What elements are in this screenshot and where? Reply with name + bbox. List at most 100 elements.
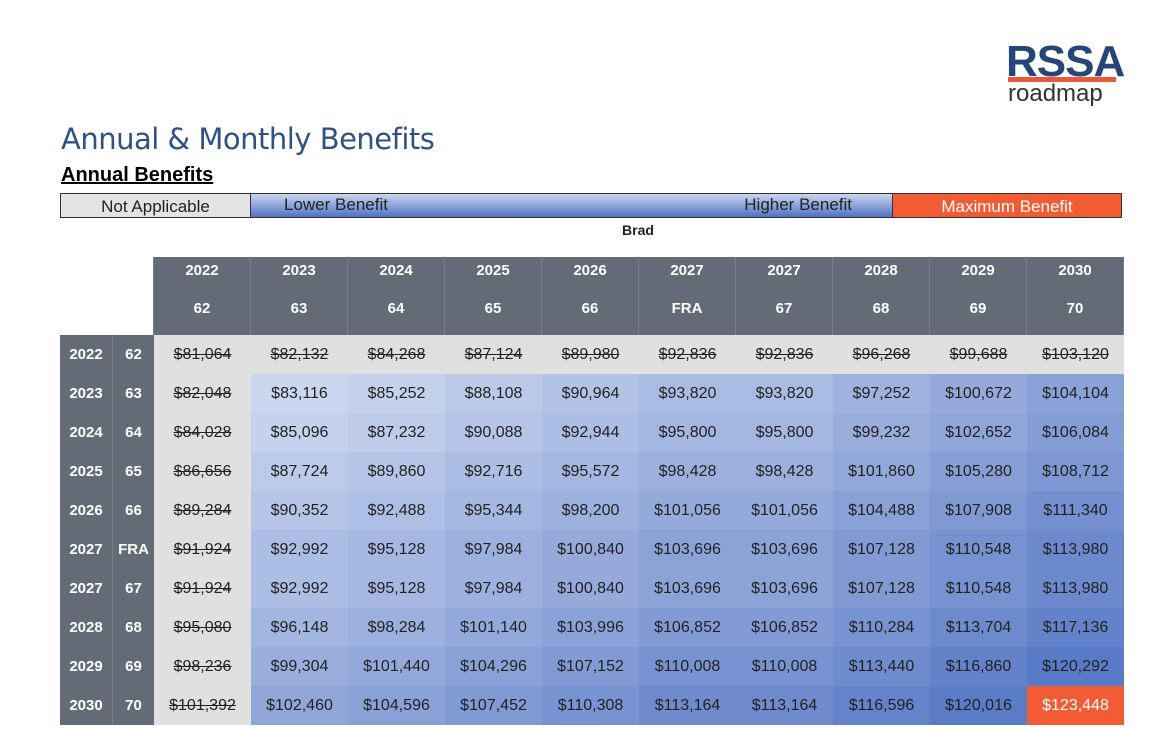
benefit-cell: $100,840: [542, 530, 639, 569]
benefit-cell: $106,084: [1027, 413, 1124, 452]
table-row: 2029 69 $98,236 $99,304 $101,440 $104,296 $107…: [60, 647, 1124, 686]
row-year-header: 2025: [60, 452, 112, 491]
benefit-cell: $110,548: [930, 569, 1027, 608]
benefit-cell: $102,652: [930, 413, 1027, 452]
row-age-header: 69: [112, 647, 154, 686]
benefit-cell: $123,448: [1027, 686, 1124, 725]
benefit-cell: $99,688: [930, 335, 1027, 374]
benefit-cell: $103,696: [736, 530, 833, 569]
column-age-header: 65: [445, 281, 542, 335]
column-age-header: 69: [930, 281, 1027, 335]
table-row: 2024 64 $84,028 $85,096 $87,232 $90,088 $92,94…: [60, 413, 1124, 452]
benefit-cell: $104,296: [445, 647, 542, 686]
benefit-cell: $103,696: [736, 569, 833, 608]
column-age-header: 70: [1027, 281, 1124, 335]
benefit-cell: $98,428: [736, 452, 833, 491]
logo-underline: [1008, 77, 1116, 82]
benefit-cell: $98,236: [154, 647, 251, 686]
table-row: 2027 67 $91,924 $92,992 $95,128 $97,984 $100,8…: [60, 569, 1124, 608]
benefit-cell: $90,352: [251, 491, 348, 530]
column-age-header: 63: [251, 281, 348, 335]
benefit-cell: $92,944: [542, 413, 639, 452]
table-row: 2026 66 $89,284 $90,352 $92,488 $95,344 $98,20…: [60, 491, 1124, 530]
benefit-cell: $95,344: [445, 491, 542, 530]
row-year-header: 2026: [60, 491, 112, 530]
column-year-header: 2028: [833, 257, 930, 281]
header-spacer: [60, 257, 154, 281]
column-age-header: 62: [154, 281, 251, 335]
benefit-cell: $95,800: [736, 413, 833, 452]
table-row: 2023 63 $82,048 $83,116 $85,252 $88,108 $90,96…: [60, 374, 1124, 413]
row-age-header: 68: [112, 608, 154, 647]
column-year-header: 2029: [930, 257, 1027, 281]
benefit-cell: $103,120: [1027, 335, 1124, 374]
column-year-header: 2022: [154, 257, 251, 281]
page-title: Annual & Monthly Benefits: [61, 122, 435, 156]
benefit-cell: $110,008: [736, 647, 833, 686]
benefit-cell: $101,860: [833, 452, 930, 491]
benefit-cell: $110,548: [930, 530, 1027, 569]
table-row: 2022 62 $81,064 $82,132 $84,268 $87,124 $89,98…: [60, 335, 1124, 374]
legend: Not Applicable Lower Benefit Higher Bene…: [60, 193, 1122, 218]
row-year-header: 2028: [60, 608, 112, 647]
benefit-cell: $108,712: [1027, 452, 1124, 491]
row-age-header: 70: [112, 686, 154, 725]
benefit-cell: $106,852: [639, 608, 736, 647]
benefit-cell: $91,924: [154, 530, 251, 569]
benefit-cell: $113,704: [930, 608, 1027, 647]
row-year-header: 2030: [60, 686, 112, 725]
benefit-cell: $95,128: [348, 569, 445, 608]
column-year-header: 2026: [542, 257, 639, 281]
row-age-header: 64: [112, 413, 154, 452]
benefits-table: 2022 2023 2024 2025 2026 2027 2027 2028 2029 2030…: [60, 257, 1124, 725]
legend-gradient: Lower Benefit Higher Benefit: [251, 194, 893, 217]
benefit-cell: $99,304: [251, 647, 348, 686]
benefit-cell: $82,048: [154, 374, 251, 413]
benefit-cell: $89,284: [154, 491, 251, 530]
benefit-cell: $113,980: [1027, 530, 1124, 569]
benefit-cell: $86,656: [154, 452, 251, 491]
benefit-cell: $101,392: [154, 686, 251, 725]
table-row: 2025 65 $86,656 $87,724 $89,860 $92,716 $95,57…: [60, 452, 1124, 491]
column-year-header: 2027: [736, 257, 833, 281]
benefit-cell: $92,992: [251, 569, 348, 608]
benefit-cell: $107,908: [930, 491, 1027, 530]
table-row: 2027 FRA $91,924 $92,992 $95,128 $97,984 $100,…: [60, 530, 1124, 569]
benefit-cell: $96,148: [251, 608, 348, 647]
benefit-cell: $101,140: [445, 608, 542, 647]
benefit-cell: $107,128: [833, 530, 930, 569]
benefit-cell: $99,232: [833, 413, 930, 452]
benefit-cell: $100,840: [542, 569, 639, 608]
benefit-cell: $93,820: [639, 374, 736, 413]
column-age-header: 67: [736, 281, 833, 335]
row-age-header: 62: [112, 335, 154, 374]
column-age-header: 68: [833, 281, 930, 335]
benefit-cell: $104,596: [348, 686, 445, 725]
benefit-cell: $96,268: [833, 335, 930, 374]
header-spacer: [60, 281, 154, 335]
rssa-roadmap-logo: RSSA roadmap: [1006, 37, 1126, 112]
column-year-header: 2025: [445, 257, 542, 281]
benefit-cell: $89,860: [348, 452, 445, 491]
logo-brand: RSSA: [1006, 37, 1125, 86]
benefit-cell: $98,428: [639, 452, 736, 491]
benefit-cell: $104,488: [833, 491, 930, 530]
benefit-cell: $95,080: [154, 608, 251, 647]
benefit-cell: $98,284: [348, 608, 445, 647]
benefit-cell: $101,056: [736, 491, 833, 530]
benefit-cell: $87,232: [348, 413, 445, 452]
benefit-cell: $92,716: [445, 452, 542, 491]
row-year-header: 2029: [60, 647, 112, 686]
section-title: Annual Benefits: [61, 164, 214, 186]
column-age-header: FRA: [639, 281, 736, 335]
benefit-cell: $116,860: [930, 647, 1027, 686]
benefit-cell: $103,696: [639, 530, 736, 569]
benefit-cell: $100,672: [930, 374, 1027, 413]
benefit-cell: $83,116: [251, 374, 348, 413]
column-year-header: 2024: [348, 257, 445, 281]
benefit-cell: $92,992: [251, 530, 348, 569]
benefit-cell: $82,132: [251, 335, 348, 374]
legend-maximum: Maximum Benefit: [893, 194, 1121, 217]
logo-sub: roadmap: [1008, 80, 1103, 107]
benefit-cell: $110,308: [542, 686, 639, 725]
